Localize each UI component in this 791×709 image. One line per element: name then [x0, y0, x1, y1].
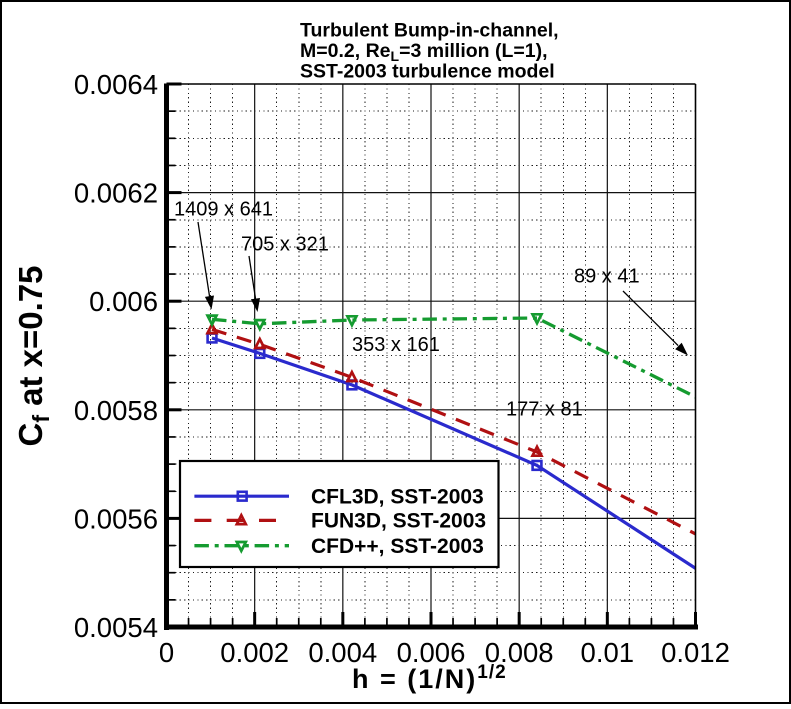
svg-text:705 x 321: 705 x 321	[241, 234, 329, 256]
svg-text:89 x 41: 89 x 41	[574, 266, 640, 288]
svg-text:0.012: 0.012	[661, 637, 730, 668]
svg-text:0.0064: 0.0064	[74, 69, 158, 100]
svg-text:177 x 81: 177 x 81	[506, 399, 583, 421]
svg-text:0.0058: 0.0058	[74, 395, 158, 426]
svg-text:Turbulent Bump-in-channel,: Turbulent Bump-in-channel,	[300, 20, 559, 42]
svg-text:0.004: 0.004	[308, 637, 377, 668]
svg-text:0.006: 0.006	[89, 286, 158, 317]
svg-text:0: 0	[159, 637, 174, 668]
svg-text:0.0056: 0.0056	[74, 503, 158, 534]
svg-text:353 x 161: 353 x 161	[352, 334, 440, 356]
svg-text:0.0062: 0.0062	[74, 178, 158, 209]
svg-text:0.002: 0.002	[220, 637, 289, 668]
svg-text:SST-2003 turbulence model: SST-2003 turbulence model	[300, 61, 555, 83]
svg-text:CFL3D, SST-2003: CFL3D, SST-2003	[311, 486, 484, 509]
svg-text:0.01: 0.01	[581, 637, 635, 668]
svg-text:0.0054: 0.0054	[74, 612, 158, 643]
svg-text:0.008: 0.008	[485, 637, 554, 668]
svg-text:Cf at x=0.75: Cf at x=0.75	[12, 265, 54, 446]
svg-text:M=0.2, ReL=3 million (L=1),: M=0.2, ReL=3 million (L=1),	[300, 40, 548, 64]
svg-text:CFD++, SST-2003: CFD++, SST-2003	[311, 535, 484, 558]
svg-text:1409 x 641: 1409 x 641	[174, 199, 273, 221]
svg-text:0.006: 0.006	[397, 637, 466, 668]
svg-text:FUN3D, SST-2003: FUN3D, SST-2003	[311, 510, 486, 533]
